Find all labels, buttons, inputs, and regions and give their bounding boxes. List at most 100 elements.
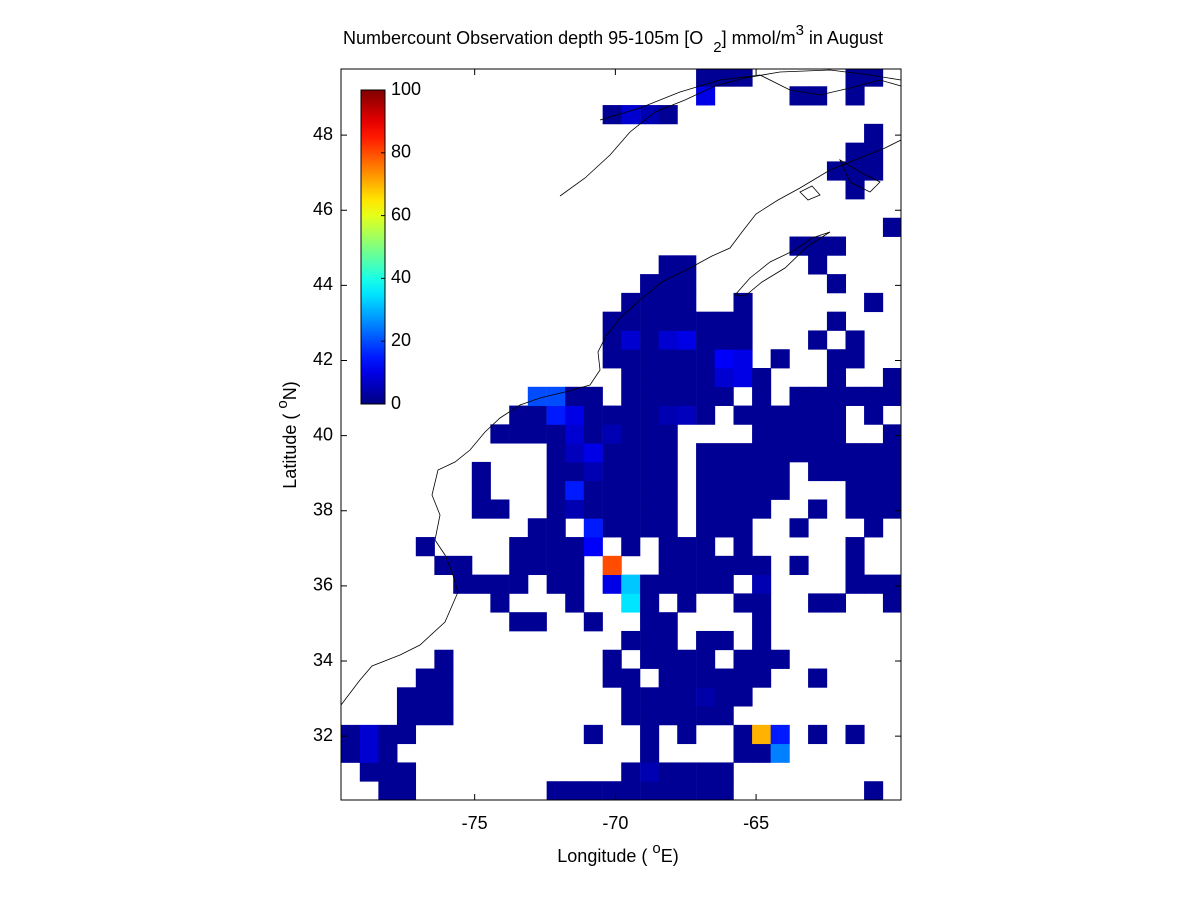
grid-cell [527, 405, 547, 425]
grid-cell [808, 86, 828, 106]
grid-cell [471, 499, 491, 519]
grid-cell [583, 405, 603, 425]
grid-cell [696, 443, 716, 463]
grid-cell [415, 537, 435, 557]
grid-cell [752, 461, 772, 482]
grid-cell [882, 424, 902, 444]
grid-cell [677, 292, 697, 313]
grid-cell [621, 574, 641, 594]
grid-cell [752, 405, 772, 425]
grid-cell [565, 480, 585, 500]
grid-cell [602, 499, 622, 519]
grid-cell [714, 687, 734, 707]
grid-cell [677, 781, 697, 801]
grid-cell [640, 480, 660, 500]
grid-cell [826, 593, 847, 613]
grid-cell [696, 461, 716, 482]
grid-cell [733, 518, 753, 538]
grid-cell [434, 668, 454, 688]
grid-cell [714, 518, 734, 538]
y-tick-label: 34 [313, 650, 333, 670]
grid-cell [696, 762, 716, 782]
grid-cell [845, 180, 865, 200]
grid-cell [621, 105, 641, 125]
grid-cell [882, 443, 902, 463]
grid-cell [621, 461, 641, 482]
grid-cell [471, 480, 491, 500]
colorbar-tick-label: 80 [391, 142, 411, 162]
grid-cell [677, 687, 697, 707]
grid-cell [658, 274, 678, 294]
y-tick-label: 48 [313, 124, 333, 144]
grid-cell [658, 518, 678, 538]
grid-cell [677, 574, 697, 594]
grid-cell [640, 368, 660, 388]
grid-cell [845, 499, 865, 519]
colorbar-tick-label: 60 [391, 204, 411, 224]
coast-us [340, 139, 902, 706]
grid-cell [752, 480, 772, 500]
grid-cell [733, 537, 753, 557]
grid-cell [845, 724, 865, 745]
grid-cell [527, 518, 547, 538]
grid-cell [845, 69, 865, 87]
grid-cell [640, 687, 660, 707]
grid-cell [826, 386, 847, 406]
grid-cell [621, 330, 641, 350]
grid-cell [565, 424, 585, 444]
grid-cell [882, 386, 902, 406]
grid-cell [546, 443, 566, 463]
grid-cell [696, 405, 716, 425]
grid-cell [378, 724, 398, 745]
grid-cell [640, 630, 660, 651]
grid-cell [677, 555, 697, 576]
grid-cell [434, 649, 454, 669]
title-part: Numbercount Observation depth 95-105m [O [343, 28, 703, 48]
grid-cell [864, 574, 884, 594]
grid-cell [602, 330, 622, 350]
grid-cell [378, 743, 398, 763]
grid-cell [845, 461, 865, 482]
colorbar-tick-label: 20 [391, 330, 411, 350]
grid-cell [696, 668, 716, 688]
grid-cell [677, 330, 697, 350]
grid-cell [509, 537, 529, 557]
grid-cell [696, 480, 716, 500]
grid-cell [677, 593, 697, 613]
grid-cell [621, 480, 641, 500]
grid-cell [826, 405, 847, 425]
grid-cell [696, 69, 716, 87]
grid-cell [471, 574, 491, 594]
grid-cell [770, 724, 790, 745]
grid-cell [752, 593, 772, 613]
grid-cell [808, 461, 828, 482]
grid-cell [509, 574, 529, 594]
colorbar-tick-label: 100 [391, 79, 421, 99]
grid-cell [677, 649, 697, 669]
grid-cell [808, 724, 828, 745]
grid-cell [658, 706, 678, 726]
grid-cell [696, 781, 716, 801]
grid-cell [602, 443, 622, 463]
grid-cell [359, 762, 379, 782]
grid-cell [621, 311, 641, 331]
grid-cell [752, 443, 772, 463]
grid-cell [882, 217, 902, 237]
grid-cell [602, 349, 622, 369]
grid-cell [658, 649, 678, 669]
grid-cell [714, 499, 734, 519]
y-tick-label: 32 [313, 725, 333, 745]
grid-cell [789, 405, 809, 425]
grid-cell [490, 424, 510, 444]
grid-cell [770, 743, 790, 763]
x-tick-label: -70 [602, 813, 628, 833]
grid-cell [864, 443, 884, 463]
grid-cell [696, 574, 716, 594]
grid-cell [640, 649, 660, 669]
grid-cell [359, 743, 379, 763]
coast-islands [799, 158, 881, 201]
grid-cell [640, 518, 660, 538]
grid-cell [602, 649, 622, 669]
grid-cell [714, 706, 734, 726]
grid-cell [546, 574, 566, 594]
